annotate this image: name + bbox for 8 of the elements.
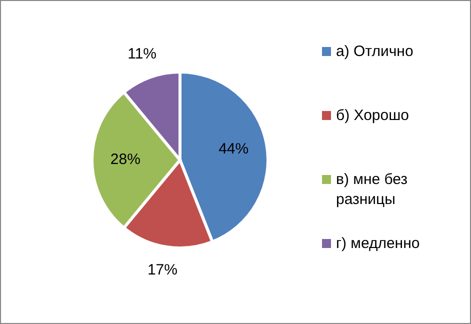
data-label: 17%	[147, 262, 178, 279]
data-label: 44%	[218, 140, 249, 158]
data-label: 28%	[110, 150, 140, 168]
legend-label: а) Отлично	[336, 42, 414, 60]
data-label: 11%	[128, 46, 157, 63]
legend-label: г) медленно	[336, 234, 420, 252]
legend-label: в) мне без разницы	[336, 170, 408, 208]
legend-label: б) Хорошо	[336, 106, 409, 124]
